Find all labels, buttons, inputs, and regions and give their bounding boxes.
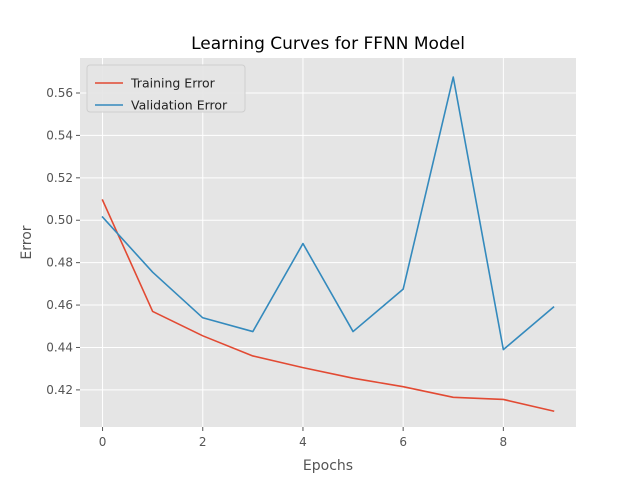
chart-title: Learning Curves for FFNN Model	[191, 34, 465, 54]
y-tick-label: 0.52	[46, 171, 73, 185]
plot-area	[80, 58, 576, 427]
legend: Training Error Validation Error	[86, 64, 246, 113]
grid-lines	[80, 58, 576, 427]
x-tick-label: 4	[299, 435, 307, 449]
series-layer	[101, 76, 555, 413]
x-tick-label: 6	[399, 435, 407, 449]
y-tick-label: 0.48	[46, 256, 73, 270]
y-tick-label: 0.46	[46, 298, 73, 312]
x-tick-label: 2	[199, 435, 207, 449]
y-tick-label: 0.54	[46, 128, 73, 142]
x-axis-ticks: 0 2 4 6 8	[99, 427, 507, 449]
series-line-1	[101, 76, 555, 351]
legend-frame	[86, 64, 246, 113]
series-line-0	[101, 199, 555, 413]
y-tick-label: 0.50	[46, 213, 73, 227]
y-tick-label: 0.42	[46, 383, 73, 397]
legend-entry: Training Error	[130, 76, 216, 91]
x-tick-label: 0	[99, 435, 107, 449]
x-tick-label: 8	[500, 435, 508, 449]
y-tick-label: 0.56	[46, 86, 73, 100]
legend-entry: Validation Error	[131, 98, 228, 113]
x-axis-label: Epochs	[303, 458, 353, 474]
y-axis-ticks: 0.42 0.44 0.46 0.48 0.50 0.52 0.54 0.56	[46, 86, 80, 397]
y-axis-label: Error	[19, 225, 35, 259]
y-tick-label: 0.44	[46, 340, 73, 354]
